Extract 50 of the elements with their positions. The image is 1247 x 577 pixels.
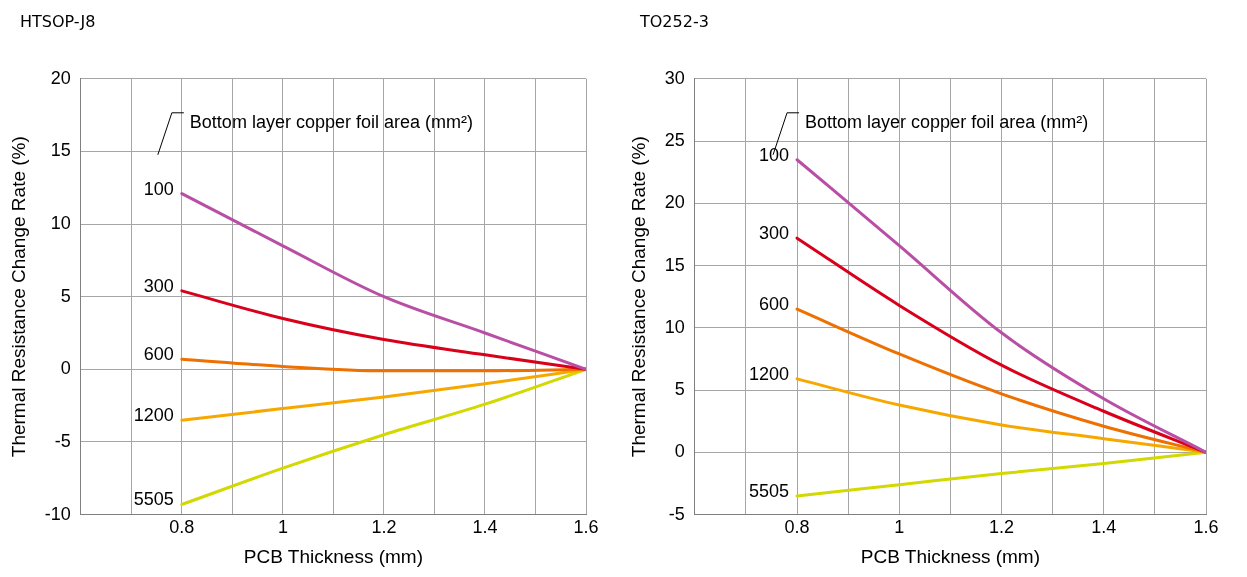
series-label: 5505 [133, 489, 174, 510]
series-label: 600 [143, 344, 174, 365]
x-tick-label: 0.8 [784, 517, 810, 538]
y-tick-label: 0 [674, 441, 685, 462]
y-tick-label: 10 [664, 316, 685, 337]
chart-title: HTSOP-J8 [20, 12, 96, 31]
series-label: 1200 [749, 363, 790, 384]
line-series [795, 158, 1206, 454]
x-tick-label: 0.8 [169, 517, 195, 538]
x-tick-label: 1 [277, 517, 288, 538]
y-axis-title: Thermal Resistance Change Rate (%) [7, 136, 29, 458]
y-tick-label: 5 [60, 285, 71, 306]
x-tick-label: 1 [894, 517, 905, 538]
series-label: 300 [143, 275, 174, 296]
y-axis-title: Thermal Resistance Change Rate (%) [627, 136, 649, 458]
x-tick-label: 1.4 [1091, 517, 1117, 538]
y-tick-label: 20 [664, 192, 685, 213]
series-label: 600 [759, 294, 790, 315]
x-axis-title: PCB Thickness (mm) [860, 545, 1040, 567]
series-label: 100 [759, 144, 790, 165]
x-tick-label: 1.2 [989, 517, 1015, 538]
series-label: 1200 [133, 405, 174, 426]
series-label: 5505 [749, 480, 790, 501]
y-tick-label: 10 [50, 213, 71, 234]
x-tick-label: 1.4 [472, 517, 498, 538]
series-label: 300 [759, 223, 790, 244]
y-tick-label: 5 [674, 379, 685, 400]
line-series [795, 377, 1206, 454]
series-label: 100 [143, 178, 174, 199]
y-tick-label: 15 [50, 140, 71, 161]
legend-title: Bottom layer copper foil area (mm²) [805, 111, 1089, 132]
y-tick-label: 0 [60, 358, 71, 379]
legend-title: Bottom layer copper foil area (mm²) [189, 111, 473, 132]
x-tick-label: 1.6 [573, 517, 599, 538]
y-tick-label: 20 [50, 67, 71, 88]
line-series [180, 192, 586, 371]
line-series [180, 357, 586, 373]
line-series [795, 450, 1206, 498]
y-tick-label: -5 [668, 503, 685, 524]
y-tick-label: -5 [54, 430, 71, 451]
line-series [180, 289, 586, 371]
x-axis-title: PCB Thickness (mm) [243, 545, 423, 567]
y-tick-label: -10 [44, 503, 71, 524]
y-tick-label: 25 [664, 130, 685, 151]
line-series [795, 236, 1206, 454]
y-tick-label: 30 [664, 67, 685, 88]
x-tick-label: 1.2 [371, 517, 397, 538]
x-tick-label: 1.6 [1193, 517, 1219, 538]
chart-title: TO252-3 [640, 12, 709, 31]
y-tick-label: 15 [664, 254, 685, 275]
